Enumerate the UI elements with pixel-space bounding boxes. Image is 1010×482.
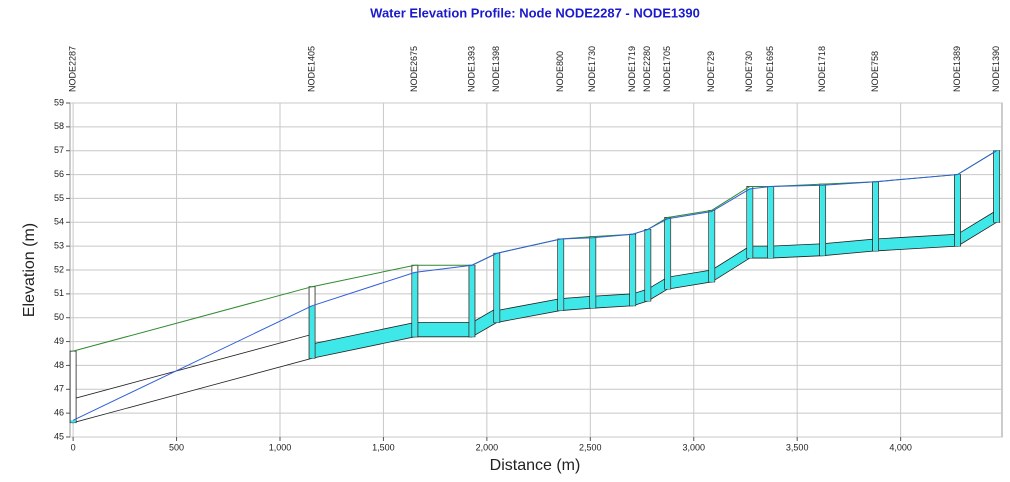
node-label: NODE1730: [587, 46, 597, 92]
x-axis-label: Distance (m): [490, 457, 581, 474]
node-label: NODE758: [870, 51, 880, 92]
node-water: [709, 211, 715, 282]
y-tick-label: 57: [54, 145, 64, 155]
y-tick-label: 47: [54, 384, 64, 394]
x-tick-label: 500: [169, 442, 184, 452]
node-label: NODE1393: [466, 46, 476, 92]
x-tick-label: 2,000: [476, 442, 499, 452]
node-shaft: [69, 350, 77, 424]
node-label: NODE2675: [409, 46, 419, 92]
node-label: NODE1390: [991, 46, 1001, 92]
conduit: [560, 295, 594, 311]
y-tick-label: 46: [54, 408, 64, 418]
y-tick-label: 49: [54, 336, 64, 346]
node-water: [994, 150, 1000, 223]
node-water: [747, 188, 753, 259]
node-water: [645, 229, 651, 302]
y-tick-label: 58: [54, 121, 64, 131]
node-water: [70, 420, 76, 423]
x-tick-label: 2,500: [579, 442, 602, 452]
x-tick-label: 3,000: [682, 442, 705, 452]
x-tick-label: 0: [71, 442, 76, 452]
node-water: [768, 186, 774, 259]
y-tick-label: 55: [54, 193, 64, 203]
node-water: [494, 253, 500, 323]
x-tick-label: 1,000: [269, 442, 292, 452]
node-water: [412, 272, 418, 337]
y-tick-label: 54: [54, 217, 64, 227]
x-tick-label: 4,000: [889, 442, 912, 452]
y-tick-label: 45: [54, 431, 64, 441]
node-water: [558, 238, 564, 311]
y-axis-label: Elevation (m): [21, 223, 38, 317]
y-tick-label: 52: [54, 264, 64, 274]
conduit: [592, 293, 634, 309]
conduit: [770, 243, 824, 259]
node-water: [955, 174, 961, 247]
node-label: NODE1705: [662, 46, 672, 92]
node-label: NODE1389: [952, 46, 962, 92]
node-water: [309, 305, 315, 359]
y-tick-label: 59: [54, 97, 64, 107]
water-line: [72, 150, 997, 421]
node-label: NODE1398: [491, 46, 501, 92]
node-label: NODE1718: [817, 46, 827, 92]
node-label: NODE2287: [67, 46, 77, 92]
y-tick-label: 48: [54, 360, 64, 370]
node-water: [873, 181, 879, 251]
node-label: NODE1405: [306, 46, 316, 92]
node-water: [820, 185, 826, 256]
y-tick-label: 56: [54, 169, 64, 179]
y-tick-label: 53: [54, 241, 64, 251]
node-water: [469, 265, 475, 337]
x-tick-label: 3,500: [786, 442, 809, 452]
node-water: [590, 237, 596, 309]
node-label: NODE800: [555, 51, 565, 92]
y-tick-label: 51: [54, 288, 64, 298]
node-label: NODE730: [744, 51, 754, 92]
chart-title: Water Elevation Profile: Node NODE2287 -…: [370, 5, 700, 20]
node-water: [630, 234, 636, 306]
y-tick-label: 50: [54, 312, 64, 322]
node-label: NODE729: [706, 51, 716, 92]
conduit: [414, 322, 473, 338]
x-tick-label: 1,500: [372, 442, 395, 452]
node-label: NODE1695: [765, 46, 775, 92]
node-label: NODE2280: [642, 46, 652, 92]
node-water: [665, 218, 671, 290]
node-label: NODE1719: [627, 46, 637, 92]
